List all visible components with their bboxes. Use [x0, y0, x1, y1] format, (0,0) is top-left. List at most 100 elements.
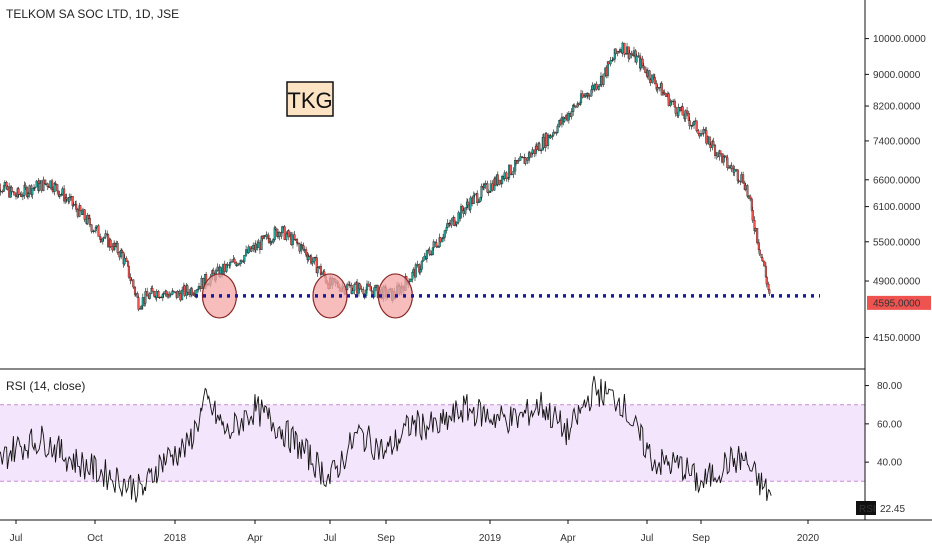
candle-body — [13, 191, 16, 196]
annotation-label: TKG — [287, 88, 332, 113]
candle-body — [466, 201, 469, 206]
candle — [414, 262, 417, 278]
candle-body — [132, 279, 135, 288]
candle-body — [186, 285, 189, 293]
candle — [609, 56, 612, 67]
candle — [496, 171, 499, 187]
candle-body — [272, 239, 275, 243]
candle-body — [160, 296, 163, 299]
candle-body — [296, 242, 299, 244]
candle-body — [705, 130, 708, 144]
candle-body — [639, 58, 642, 69]
candle — [419, 265, 422, 276]
candle — [296, 241, 299, 245]
candle — [72, 202, 75, 208]
candle-body — [38, 183, 41, 191]
candle — [476, 190, 479, 206]
candle-body — [464, 207, 467, 214]
candle — [162, 291, 165, 298]
candle — [443, 229, 446, 242]
candle — [477, 198, 480, 204]
candle-body — [563, 118, 566, 122]
candle-body — [660, 83, 663, 96]
candle-body — [169, 294, 172, 296]
candle — [552, 129, 555, 138]
rsi-tag-name: RSI — [859, 504, 876, 515]
candle-body — [153, 291, 156, 297]
candle-body — [656, 87, 659, 90]
candle — [720, 153, 724, 164]
candle — [570, 108, 573, 120]
candle-body — [31, 188, 34, 195]
candle — [190, 286, 193, 297]
candle-body — [8, 186, 11, 198]
candle — [26, 191, 30, 200]
candle-body — [632, 50, 636, 56]
candle-body — [300, 244, 304, 246]
candle-body — [116, 243, 119, 253]
candle-body — [83, 209, 86, 220]
candle-body — [559, 120, 562, 125]
candle-body — [730, 165, 733, 169]
rsi-y-axis: 80.00 60.00 40.00 — [865, 381, 902, 469]
candle-body — [514, 160, 518, 164]
candle-body — [419, 269, 422, 273]
candle-body — [49, 180, 52, 189]
candle-body — [113, 242, 117, 247]
candle — [300, 244, 304, 250]
candle — [283, 224, 286, 241]
candle — [482, 182, 486, 191]
candle-body — [491, 183, 494, 191]
candle-body — [686, 110, 689, 114]
candle-body — [584, 95, 587, 97]
candle-body — [69, 196, 73, 198]
candle — [459, 203, 463, 219]
candle — [243, 254, 246, 265]
candle — [88, 214, 91, 228]
candle-body — [706, 136, 710, 144]
candle-body — [20, 194, 23, 197]
candle-body — [501, 176, 504, 184]
candle-body — [0, 183, 1, 192]
candle — [120, 248, 124, 254]
candle-body — [104, 233, 107, 238]
candle-body — [765, 276, 768, 285]
candle — [90, 224, 93, 234]
candle-body — [216, 266, 219, 271]
candle-body — [448, 223, 451, 226]
x-axis: Jul Oct 2018 Apr Jul Sep 2019 Apr Jul Sep 2020 — [10, 520, 820, 544]
candle-body — [653, 77, 656, 84]
candle — [439, 236, 442, 243]
candle — [24, 182, 27, 190]
price-y-axis: 10000.0000 9000.0000 8200.0000 7400.0000 660… — [865, 34, 926, 344]
candle-body — [560, 116, 563, 125]
candle-body — [351, 290, 354, 294]
candle — [58, 194, 61, 199]
candle — [21, 192, 24, 201]
candle-body — [428, 249, 431, 255]
candle-body — [473, 193, 476, 196]
candle-body — [593, 83, 596, 90]
candle-body — [547, 134, 550, 146]
candle-body — [188, 291, 191, 296]
rsi-tag-value: 22.45 — [880, 504, 905, 515]
candle-body — [751, 210, 754, 221]
candle-body — [524, 157, 527, 164]
candle-body — [723, 155, 726, 157]
candle-body — [577, 103, 580, 105]
candle-body — [144, 291, 147, 304]
candle-body — [309, 255, 313, 264]
candle-body — [566, 114, 569, 121]
candle-body — [148, 293, 151, 299]
candle-body — [370, 290, 373, 292]
candle — [768, 289, 771, 297]
candle-body — [97, 225, 100, 237]
candle — [127, 265, 130, 279]
candle-body — [412, 269, 415, 273]
candle — [104, 229, 107, 240]
candle — [742, 171, 745, 184]
candle-body — [358, 283, 361, 290]
candle-body — [658, 87, 661, 89]
candle-body — [712, 141, 715, 146]
candle-body — [442, 237, 445, 239]
